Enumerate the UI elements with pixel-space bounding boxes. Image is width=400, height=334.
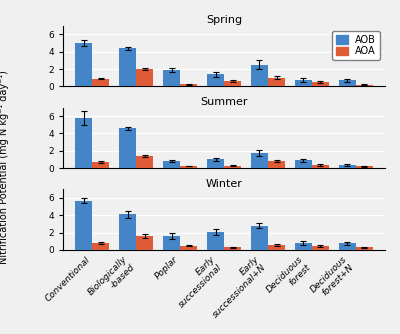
- Bar: [312, 82, 329, 87]
- Bar: [251, 226, 268, 250]
- Bar: [268, 78, 285, 87]
- Bar: [251, 65, 268, 87]
- Bar: [339, 165, 356, 168]
- Text: Nitrification Potential (mg N kg⁻¹ day⁻¹): Nitrification Potential (mg N kg⁻¹ day⁻¹…: [0, 70, 9, 264]
- Bar: [92, 243, 110, 250]
- Bar: [224, 166, 241, 168]
- Legend: AOB, AOA: AOB, AOA: [332, 31, 380, 60]
- Bar: [356, 166, 373, 168]
- Bar: [92, 162, 110, 168]
- Bar: [268, 161, 285, 168]
- Bar: [75, 118, 92, 168]
- Bar: [75, 43, 92, 87]
- Bar: [163, 161, 180, 168]
- Bar: [224, 81, 241, 87]
- Bar: [180, 166, 197, 168]
- Bar: [295, 160, 312, 168]
- Bar: [224, 247, 241, 250]
- Bar: [180, 84, 197, 87]
- Bar: [295, 243, 312, 250]
- Title: Winter: Winter: [206, 178, 242, 188]
- Bar: [92, 78, 110, 87]
- Bar: [312, 246, 329, 250]
- Bar: [268, 245, 285, 250]
- Bar: [207, 232, 224, 250]
- Bar: [119, 48, 136, 87]
- Title: Spring: Spring: [206, 15, 242, 25]
- Bar: [119, 128, 136, 168]
- Bar: [339, 243, 356, 250]
- Title: Summer: Summer: [200, 97, 248, 107]
- Bar: [251, 153, 268, 168]
- Bar: [312, 165, 329, 168]
- Bar: [163, 70, 180, 87]
- Bar: [356, 247, 373, 250]
- Bar: [136, 156, 153, 168]
- Bar: [163, 236, 180, 250]
- Bar: [356, 85, 373, 87]
- Bar: [207, 74, 224, 87]
- Bar: [207, 159, 224, 168]
- Bar: [295, 80, 312, 87]
- Bar: [75, 200, 92, 250]
- Bar: [180, 245, 197, 250]
- Bar: [119, 214, 136, 250]
- Bar: [136, 69, 153, 87]
- Bar: [136, 236, 153, 250]
- Bar: [339, 80, 356, 87]
